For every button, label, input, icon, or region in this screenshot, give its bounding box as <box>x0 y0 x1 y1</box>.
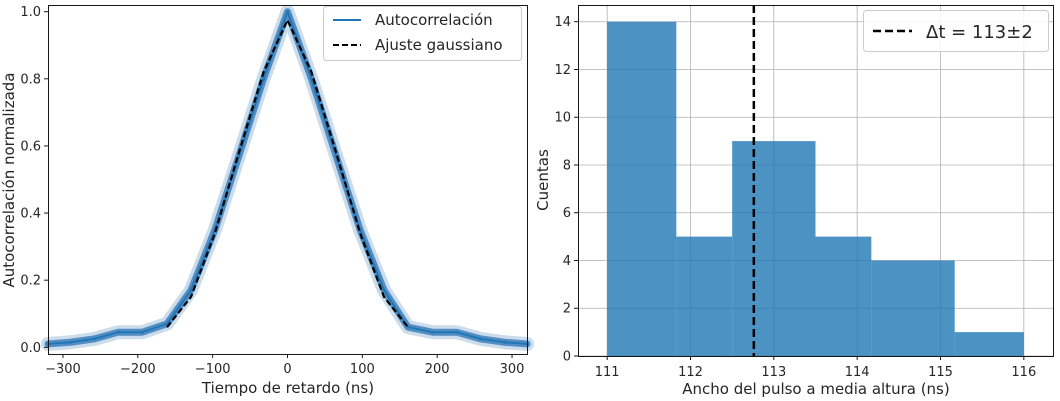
autocorrelation-point <box>525 342 529 346</box>
autocorrelation-point <box>309 77 313 81</box>
left-x-ticks: −300 −200 −100 0 100 200 300 <box>45 354 524 377</box>
autocorrelation-point <box>262 77 266 81</box>
right-y-tick-label: 12 <box>554 63 571 78</box>
left-x-axis-label: Tiempo de retardo (ns) <box>201 379 374 397</box>
right-y-tick-label: 2 <box>563 302 571 317</box>
histogram-bar <box>607 21 677 356</box>
left-y-tick-label: 0.6 <box>20 139 41 154</box>
right-axes-frame <box>578 5 1054 357</box>
right-x-tick-label: 112 <box>678 365 703 380</box>
left-x-tick-label: 100 <box>350 362 375 377</box>
autocorrelation-point <box>68 340 72 344</box>
left-x-tick-label: −200 <box>120 362 156 377</box>
right-x-tick-label: 115 <box>928 365 953 380</box>
autocorrelation-point <box>237 154 241 158</box>
autocorrelation-line <box>47 10 528 345</box>
gaussian-fit-line <box>166 19 409 328</box>
autocorrelation-chart: −300 −200 −100 0 100 200 300 0.0 0.2 0.4 0.6 0.8 1.… <box>0 4 534 397</box>
legend-autocorrelation-label: Autocorrelación <box>375 11 493 29</box>
left-x-tick-label: 0 <box>283 362 291 377</box>
histogram-bar <box>732 141 816 356</box>
left-y-ticks: 0.0 0.2 0.4 0.6 0.8 1.0 <box>20 5 48 356</box>
autocorrelation-point <box>286 10 289 14</box>
right-x-tick-label: 116 <box>1011 365 1036 380</box>
right-x-tick-label: 113 <box>761 365 786 380</box>
left-y-axis-label: Autocorrelación normalizada <box>0 73 18 288</box>
autocorrelation-point <box>46 342 50 346</box>
left-y-tick-label: 0.0 <box>20 341 41 356</box>
autocorrelation-point <box>455 330 459 334</box>
left-y-tick-label: 0.2 <box>20 274 41 289</box>
left-x-tick-label: −300 <box>45 362 81 377</box>
left-y-tick-label: 0.4 <box>20 207 41 222</box>
autocorrelation-point <box>406 325 410 329</box>
autocorrelation-point <box>92 337 96 341</box>
autocorrelation-point <box>503 340 507 344</box>
right-legend: Δt = 113±2 <box>863 10 1049 52</box>
left-x-tick-label: 300 <box>500 362 525 377</box>
right-y-tick-label: 6 <box>563 206 571 221</box>
autocorrelation-point <box>382 288 386 292</box>
autocorrelation-band-inner <box>44 8 531 348</box>
autocorrelation-plot-area <box>41 4 534 351</box>
pulse-width-histogram: 111 112 113 114 115 116 0 2 4 6 8 10 12 14 Ancho del… <box>534 5 1054 398</box>
autocorrelation-point <box>431 330 435 334</box>
autocorrelation-point <box>479 337 483 341</box>
left-x-tick-label: 200 <box>425 362 450 377</box>
right-y-tick-label: 4 <box>563 254 571 269</box>
histogram-bar <box>815 236 872 356</box>
right-x-ticks: 111 112 113 114 115 116 <box>595 356 1036 380</box>
histogram-bar <box>871 260 955 356</box>
left-axes-frame <box>48 5 528 355</box>
left-legend-box <box>323 6 522 61</box>
histogram-bar <box>954 332 1024 356</box>
right-x-tick-label: 111 <box>595 365 620 380</box>
left-x-tick-label: −100 <box>195 362 231 377</box>
right-y-tick-label: 14 <box>554 15 571 30</box>
right-x-tick-label: 114 <box>845 365 870 380</box>
right-y-tick-label: 8 <box>563 158 571 173</box>
right-y-axis-label: Cuentas <box>534 149 552 211</box>
left-legend: Autocorrelación Ajuste gaussiano <box>323 6 522 61</box>
autocorrelation-band-outer <box>41 4 534 351</box>
histogram-bar <box>676 236 733 356</box>
legend-delta-t-label: Δt = 113±2 <box>926 22 1033 43</box>
right-y-tick-label: 10 <box>554 111 571 126</box>
left-y-tick-label: 1.0 <box>20 5 41 20</box>
right-x-axis-label: Ancho del pulso a media altura (ns) <box>682 380 949 398</box>
left-y-tick-label: 0.8 <box>20 72 41 87</box>
right-legend-box <box>863 10 1049 52</box>
right-y-ticks: 0 2 4 6 8 10 12 14 <box>554 15 578 365</box>
autocorrelation-point <box>140 330 144 334</box>
legend-gaussian-fit-label: Ajuste gaussiano <box>375 36 503 54</box>
histogram-bars <box>607 21 1024 356</box>
right-y-tick-label: 0 <box>563 350 571 365</box>
autocorrelation-point <box>189 288 193 292</box>
autocorrelation-point <box>116 330 120 334</box>
